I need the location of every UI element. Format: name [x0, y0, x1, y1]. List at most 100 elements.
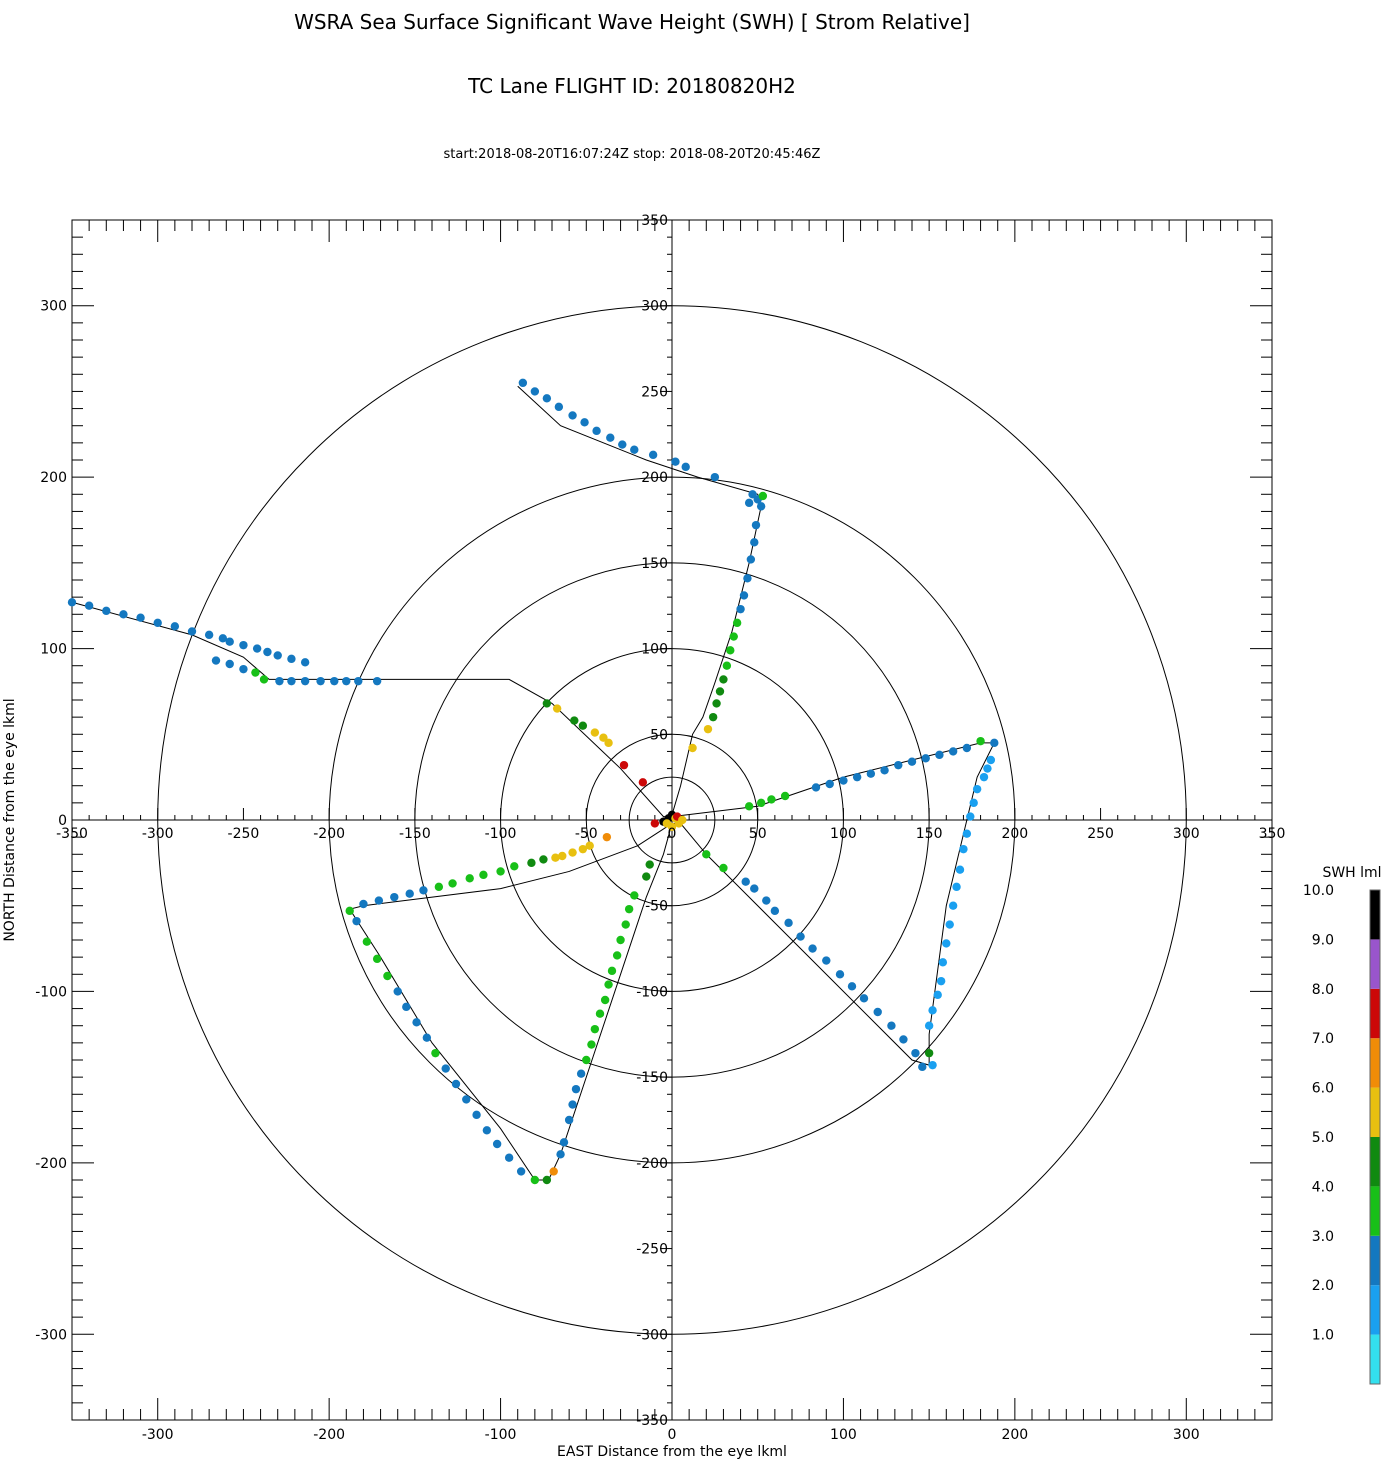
y-tick-label: -200: [35, 1156, 67, 1172]
swh-point: [479, 870, 488, 880]
swh-point: [218, 634, 228, 643]
colorbar-label: 8.0: [1312, 982, 1334, 998]
swh-point: [688, 743, 697, 753]
swh-point: [962, 829, 972, 838]
swh-point: [530, 1175, 540, 1185]
swh-point: [744, 802, 754, 811]
swh-point: [612, 951, 622, 960]
swh-point: [590, 1024, 600, 1034]
swh-point: [852, 772, 862, 782]
swh-point: [624, 904, 634, 914]
swh-point: [756, 502, 766, 511]
swh-point: [894, 760, 903, 770]
center-x-tick-label: 50: [749, 826, 767, 842]
swh-point: [648, 450, 658, 460]
swh-point: [595, 1009, 605, 1018]
colorbar-segment: [1370, 1235, 1380, 1286]
swh-point: [372, 676, 382, 686]
x-tick-label: -300: [142, 1427, 174, 1443]
swh-point: [750, 538, 759, 547]
swh-point: [732, 618, 742, 628]
swh-point: [748, 490, 757, 499]
y-tick-label: 100: [40, 642, 67, 658]
center-y-tick-label: -100: [636, 984, 668, 1000]
colorbar-segment: [1370, 1137, 1380, 1187]
swh-point: [712, 699, 721, 708]
swh-point: [607, 966, 617, 976]
swh-point: [600, 995, 610, 1005]
swh-point: [354, 676, 363, 686]
swh-point: [756, 798, 766, 808]
swh-point: [342, 676, 351, 686]
swh-point: [590, 728, 600, 737]
colorbar-label: 3.0: [1312, 1229, 1334, 1245]
swh-point: [945, 920, 954, 929]
swh-point: [549, 1167, 558, 1176]
track-line: [71, 385, 996, 1181]
swh-point: [359, 899, 368, 909]
center-x-tick-label: 350: [1259, 826, 1286, 842]
swh-point: [451, 1079, 461, 1089]
swh-point: [715, 687, 725, 696]
center-y-tick-label: 250: [641, 384, 668, 400]
x-tick-label: 200: [1001, 1427, 1028, 1443]
colorbar-segment: [1370, 1038, 1380, 1088]
swh-point: [405, 889, 414, 898]
x-tick-label: 0: [668, 1427, 677, 1443]
swh-point: [678, 815, 687, 825]
center-x-tick-label: 300: [1173, 826, 1200, 842]
swh-point: [393, 987, 402, 996]
center-y-tick-label: 300: [641, 299, 668, 315]
colorbar-label: 5.0: [1312, 1130, 1334, 1146]
swh-point: [924, 1048, 934, 1058]
swh-point: [287, 676, 296, 686]
swh-point: [556, 1150, 565, 1159]
swh-point: [630, 445, 639, 454]
swh-point: [921, 754, 930, 763]
swh-point: [744, 498, 754, 508]
swh-point: [767, 795, 776, 804]
swh-point: [681, 462, 690, 472]
swh-point: [887, 1021, 896, 1030]
swh-point: [431, 1048, 440, 1058]
swh-point: [796, 932, 805, 941]
swh-point: [780, 791, 790, 801]
flight-track: [71, 385, 996, 1181]
swh-point: [983, 764, 992, 773]
frame-ticks: [71, 219, 1273, 1421]
swh-point: [402, 1002, 411, 1012]
swh-point: [719, 675, 728, 684]
swh-point: [576, 1069, 586, 1078]
swh-point: [645, 860, 654, 869]
swh-point: [552, 704, 562, 713]
center-x-tick-label: 200: [1001, 826, 1028, 842]
swh-point: [650, 819, 660, 828]
swh-point: [638, 778, 648, 787]
swh-point: [822, 956, 831, 965]
swh-point: [570, 716, 579, 725]
swh-point: [530, 387, 540, 396]
swh-point: [412, 1018, 421, 1027]
y-tick-label: 200: [40, 470, 67, 486]
swh-point: [746, 555, 756, 564]
center-x-tick-label: -200: [313, 826, 345, 842]
center-x-tick-label: 150: [916, 826, 943, 842]
colorbar-label: 9.0: [1312, 932, 1334, 948]
center-x-tick-label: -300: [142, 826, 174, 842]
y-tick-label: -100: [35, 984, 67, 1000]
center-x-tick-label: -250: [228, 826, 260, 842]
swh-point: [170, 622, 180, 631]
swh-point: [990, 738, 999, 748]
swh-point: [866, 769, 876, 778]
swh-point: [211, 656, 221, 665]
center-y-tick-label: -250: [636, 1242, 668, 1258]
swh-point: [948, 747, 958, 756]
swh-point: [726, 646, 735, 655]
swh-point: [928, 1060, 937, 1070]
swh-point: [948, 901, 958, 910]
swh-point: [225, 637, 234, 646]
swh-point: [542, 394, 552, 403]
swh-point: [758, 491, 768, 501]
swh-point: [585, 841, 594, 850]
